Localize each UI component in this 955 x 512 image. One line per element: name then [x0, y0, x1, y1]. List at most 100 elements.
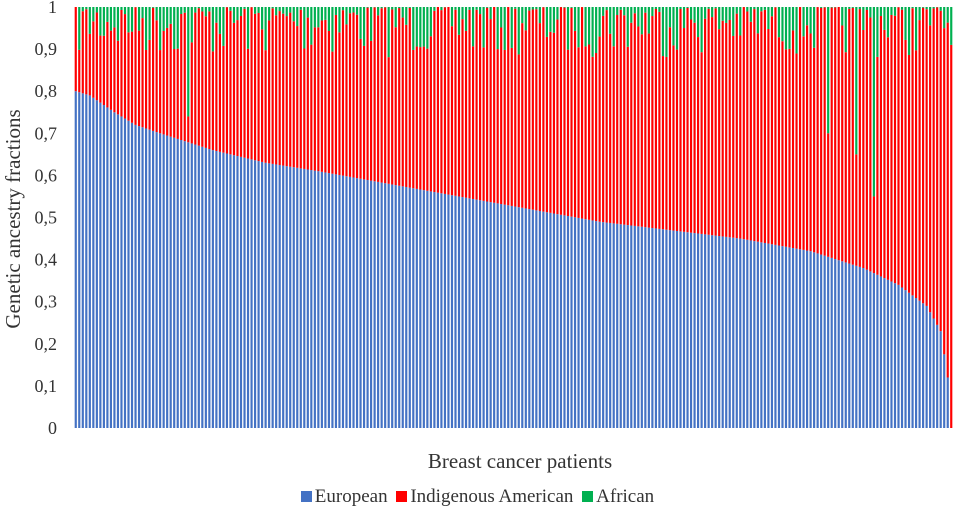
bar-indigenous-american	[932, 8, 935, 319]
bar-european	[81, 93, 84, 428]
bar-european	[893, 283, 897, 428]
bar-european	[911, 295, 914, 428]
bar-african	[285, 7, 288, 17]
bar-european	[675, 230, 679, 428]
bar-african	[876, 7, 879, 57]
bar-african	[925, 7, 928, 10]
bar-african	[531, 7, 534, 10]
bar-african	[268, 7, 271, 21]
bar-african	[510, 7, 513, 48]
bar-african	[482, 7, 485, 48]
y-tick-label: 0	[48, 418, 57, 438]
bar-european	[640, 226, 643, 428]
bar-european	[760, 242, 763, 428]
bar-african	[809, 7, 812, 34]
bar-european	[798, 249, 802, 428]
bar-european	[883, 278, 886, 428]
bar-indigenous-american	[823, 7, 826, 256]
bar-indigenous-american	[943, 28, 946, 355]
bar-african	[732, 7, 735, 36]
bar-european	[897, 284, 900, 428]
bar-african	[552, 7, 556, 33]
bar-african	[141, 7, 144, 19]
bar-indigenous-american	[489, 19, 492, 203]
bar-european	[721, 236, 724, 428]
bar-european	[834, 259, 837, 428]
bar-european	[401, 186, 404, 428]
bar-indigenous-american	[236, 20, 239, 157]
legend-label-african: African	[596, 486, 655, 507]
bar-european	[809, 251, 812, 428]
bar-african	[777, 7, 781, 38]
bar-european	[253, 160, 257, 429]
bar-european	[239, 156, 243, 428]
y-tick-label: 0,4	[35, 250, 58, 270]
bar-european	[331, 173, 334, 428]
bar-indigenous-american	[626, 46, 629, 226]
bar-european	[391, 184, 394, 428]
bar-african	[907, 7, 911, 55]
bar-indigenous-american	[686, 7, 689, 233]
bar-european	[173, 137, 176, 429]
bar-indigenous-american	[841, 25, 844, 262]
bar-indigenous-american	[159, 50, 162, 134]
bar-indigenous-american	[88, 33, 91, 96]
bar-indigenous-american	[770, 16, 774, 245]
bar-indigenous-american	[791, 30, 795, 249]
bar-african	[355, 7, 359, 15]
bar-indigenous-american	[268, 20, 271, 164]
bar-indigenous-american	[384, 7, 387, 184]
bar-indigenous-american	[633, 13, 636, 226]
bar-european	[232, 155, 236, 428]
bar-european	[507, 205, 510, 428]
bar-african	[545, 7, 548, 37]
bar-european	[788, 247, 791, 428]
bar-african	[183, 7, 186, 13]
bar-european	[647, 227, 650, 428]
bar-indigenous-american	[542, 7, 545, 212]
bar-european	[320, 171, 323, 428]
bar-european	[169, 136, 172, 429]
bar-indigenous-american	[865, 9, 868, 270]
bar-indigenous-american	[204, 16, 207, 148]
bar-indigenous-american	[767, 28, 770, 244]
bar-indigenous-american	[215, 22, 218, 151]
bar-african	[872, 7, 875, 197]
bar-indigenous-american	[359, 38, 362, 179]
bar-indigenous-american	[144, 49, 148, 129]
bar-european	[563, 215, 566, 428]
bar-indigenous-american	[616, 15, 619, 224]
bar-european	[373, 181, 376, 428]
bar-indigenous-american	[408, 7, 411, 188]
bar-european	[609, 222, 612, 428]
bar-african	[535, 7, 538, 10]
bar-indigenous-american	[869, 17, 872, 272]
bar-european	[763, 242, 766, 428]
bar-african	[767, 7, 770, 29]
bar-african	[858, 7, 861, 10]
bar-african	[668, 7, 672, 28]
bar-african	[886, 7, 890, 38]
bar-indigenous-american	[313, 27, 316, 171]
bar-african	[570, 7, 573, 8]
bar-african	[275, 7, 278, 16]
bar-indigenous-american	[461, 19, 464, 198]
bar-indigenous-american	[113, 27, 116, 113]
y-tick-label: 0,1	[35, 376, 58, 396]
bar-european	[851, 264, 854, 428]
bar-european	[591, 220, 594, 428]
bar-african	[851, 7, 854, 8]
bar-european	[95, 100, 98, 428]
bar-indigenous-american	[605, 10, 608, 223]
bar-indigenous-american	[218, 33, 221, 152]
y-tick-label: 0,3	[35, 292, 58, 312]
bar-european	[201, 146, 204, 428]
bar-european	[88, 95, 91, 428]
bar-indigenous-american	[303, 48, 306, 169]
bar-european	[503, 204, 506, 428]
bar-african	[588, 7, 591, 45]
bar-european	[802, 249, 805, 428]
bar-indigenous-american	[443, 7, 447, 194]
bar-european	[623, 224, 626, 428]
bar-indigenous-american	[120, 9, 123, 117]
